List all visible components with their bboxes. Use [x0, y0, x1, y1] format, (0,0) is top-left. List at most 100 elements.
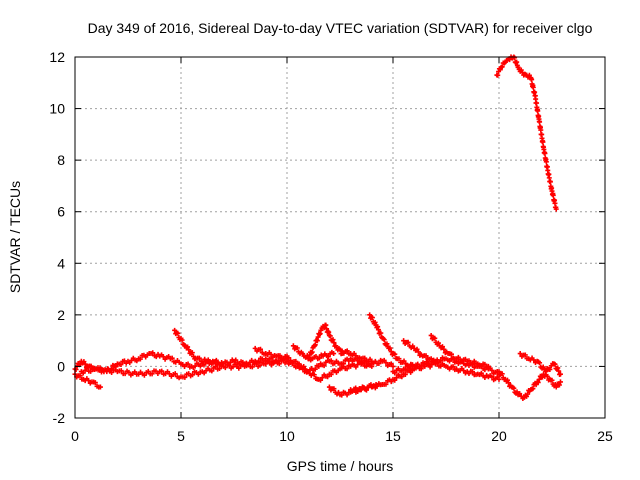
data-points — [72, 54, 563, 401]
data-point — [485, 363, 491, 369]
data-point-fill — [516, 66, 524, 74]
data-point-fill — [545, 171, 555, 192]
plot-border — [74, 56, 606, 419]
data-point — [326, 384, 332, 390]
data-point-fill — [521, 71, 528, 78]
data-point-fill — [402, 367, 415, 377]
data-point-fill — [148, 350, 161, 360]
data-point-fill — [392, 372, 405, 383]
data-point-fill — [381, 377, 394, 387]
x-tick-label: 15 — [385, 428, 401, 444]
data-point — [172, 327, 178, 333]
data-point-fill — [537, 119, 546, 150]
data-point-fill — [541, 146, 550, 170]
data-point-fill — [380, 336, 391, 349]
data-point-fill — [116, 368, 140, 378]
chart-title: Day 349 of 2016, Sidereal Day-to-day VTE… — [88, 20, 593, 36]
data-point — [401, 338, 407, 344]
data-point — [284, 358, 290, 364]
series-track-n — [401, 338, 434, 362]
y-tick-label: 6 — [57, 204, 65, 220]
data-point — [553, 384, 559, 390]
data-point-fill — [504, 56, 511, 63]
data-point-fill — [328, 367, 341, 377]
data-point-fill — [510, 384, 520, 396]
data-point-fill — [127, 355, 140, 366]
data-point-fill — [349, 385, 360, 394]
data-point-fill — [535, 359, 547, 372]
data-point-fill — [339, 356, 352, 367]
data-point-fill — [396, 356, 407, 365]
data-point-fill — [529, 380, 539, 392]
data-point-fill — [116, 358, 129, 368]
data-point — [507, 57, 513, 63]
series-track-p — [496, 369, 563, 401]
data-point-fill — [527, 355, 538, 366]
y-tick-label: 2 — [57, 307, 65, 323]
series-track-q — [517, 351, 563, 377]
x-tick-label: 5 — [177, 428, 185, 444]
data-point-fill — [495, 66, 503, 78]
data-point-fill — [318, 372, 331, 383]
data-point-fill — [339, 389, 352, 398]
y-tick-label: 4 — [57, 255, 65, 271]
data-point-fill — [445, 364, 458, 373]
data-point-fill — [455, 354, 468, 365]
data-point-fill — [319, 323, 327, 331]
data-point-fill — [159, 352, 172, 362]
data-point-fill — [349, 351, 362, 362]
data-point-fill — [169, 355, 182, 365]
data-point-fill — [195, 355, 208, 364]
data-point-fill — [296, 363, 309, 375]
data-point — [519, 69, 525, 75]
data-point-fill — [392, 366, 405, 376]
data-point — [97, 384, 103, 390]
data-point-fill — [180, 361, 193, 370]
axis-ticks: 0 5 10 15 20 25 -2 0 2 4 6 8 10 12 — [49, 49, 613, 444]
data-point — [373, 381, 379, 387]
data-point-fill — [180, 369, 203, 380]
y-tick-label: 10 — [49, 101, 65, 117]
y-tick-label: 8 — [57, 152, 65, 168]
x-tick-label: 20 — [491, 428, 507, 444]
data-point-fill — [477, 361, 490, 370]
data-point-fill — [499, 60, 507, 70]
data-point-fill — [358, 384, 369, 393]
data-point-fill — [360, 355, 373, 364]
data-point-fill — [137, 352, 150, 362]
data-point — [557, 371, 563, 377]
data-point — [543, 369, 549, 375]
data-point-fill — [381, 357, 394, 369]
data-point — [390, 363, 396, 369]
data-point-fill — [438, 344, 450, 356]
series-track-m — [390, 355, 502, 377]
data-point-fill — [455, 366, 468, 376]
series-track-l — [367, 312, 417, 369]
data-point — [553, 206, 559, 212]
data-point-fill — [95, 365, 118, 375]
data-point-fill — [307, 363, 320, 373]
data-point-fill — [413, 346, 424, 358]
data-point — [369, 358, 375, 364]
data-point — [517, 351, 523, 357]
data-point-fill — [549, 191, 559, 210]
data-point-fill — [328, 386, 341, 397]
data-point-fill — [466, 368, 479, 378]
data-point-fill — [82, 376, 93, 386]
data-point-fill — [173, 330, 187, 348]
y-tick-label: 12 — [49, 49, 65, 65]
data-point-fill — [434, 360, 447, 369]
data-point — [331, 351, 337, 357]
data-point-fill — [323, 322, 332, 335]
data-point-fill — [525, 72, 532, 80]
data-point-fill — [523, 387, 533, 399]
data-point — [290, 343, 296, 349]
series-track-o — [428, 332, 491, 370]
series-track-r — [494, 54, 559, 212]
series-track-d — [172, 327, 222, 368]
data-point-fill — [487, 373, 500, 383]
data-point-fill — [371, 357, 384, 367]
data-point-fill — [322, 349, 335, 360]
data-point — [216, 361, 222, 367]
